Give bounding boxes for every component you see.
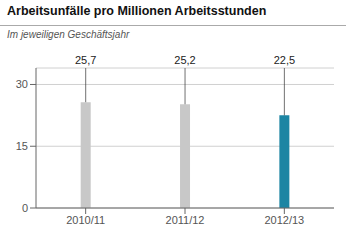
svg-text:2011/12: 2011/12: [166, 214, 205, 226]
svg-text:22,5: 22,5: [274, 54, 295, 66]
svg-text:30: 30: [16, 78, 28, 90]
svg-text:0: 0: [22, 202, 28, 214]
svg-text:2010/11: 2010/11: [66, 214, 105, 226]
svg-text:15: 15: [16, 140, 28, 152]
html-text:Im jeweiligen Geschäftsjahr: Im jeweiligen Geschäftsjahr: [7, 29, 130, 40]
svg-text:25,7: 25,7: [75, 54, 96, 66]
svg-text:25,2: 25,2: [174, 54, 195, 66]
html-text:Arbeitsunfälle pro Millionen A: Arbeitsunfälle pro Millionen Arbeitsstun…: [7, 4, 267, 18]
svg-text:2012/13: 2012/13: [264, 214, 304, 226]
